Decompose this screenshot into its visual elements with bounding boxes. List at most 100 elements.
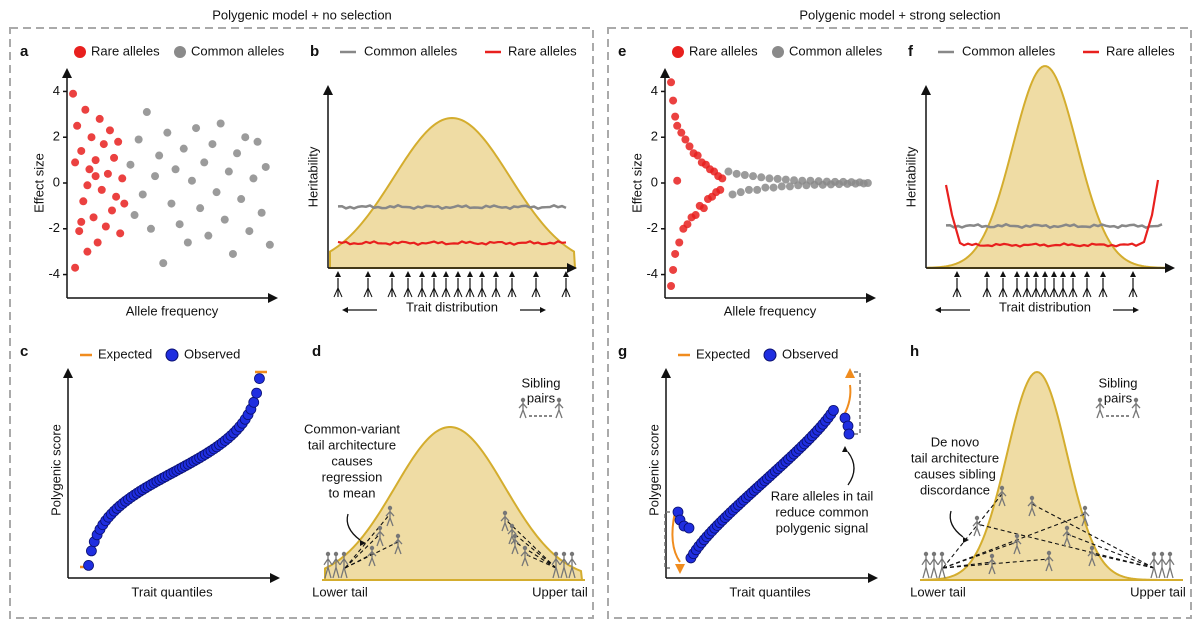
person-leg bbox=[491, 287, 497, 298]
person bbox=[997, 490, 1007, 507]
annotation: tail architecture bbox=[308, 437, 396, 452]
common-allele-point bbox=[151, 172, 160, 181]
rare-allele-point bbox=[71, 158, 80, 167]
person bbox=[972, 520, 982, 537]
rare-allele-point bbox=[101, 222, 110, 231]
legend-swatch bbox=[763, 348, 777, 362]
rare-allele-point bbox=[103, 169, 112, 178]
person bbox=[375, 530, 385, 547]
legend-swatch bbox=[174, 46, 186, 58]
arrowhead bbox=[405, 271, 411, 277]
y-tick-label: -2 bbox=[48, 220, 60, 235]
arrowhead bbox=[842, 446, 848, 452]
person bbox=[1165, 556, 1175, 579]
common-allele-point bbox=[744, 185, 753, 194]
arrowhead bbox=[935, 307, 941, 313]
person-head bbox=[512, 533, 518, 539]
person-leg bbox=[403, 287, 409, 298]
arrowhead bbox=[1000, 271, 1006, 277]
annotation: polygenic signal bbox=[776, 520, 869, 535]
common-allele-point bbox=[208, 140, 217, 149]
person bbox=[500, 515, 510, 532]
person bbox=[567, 556, 577, 579]
x-axis-title: Trait quantiles bbox=[729, 584, 811, 599]
person-head bbox=[999, 485, 1005, 491]
common-allele-point bbox=[781, 175, 790, 184]
common-allele-point bbox=[253, 137, 262, 146]
rare-allele-point bbox=[75, 227, 84, 236]
y-axis-title: Effect size bbox=[629, 153, 644, 213]
sibling-link bbox=[1031, 503, 1155, 569]
common-heritability bbox=[945, 222, 1163, 230]
arrowhead bbox=[365, 271, 371, 277]
common-allele-point bbox=[777, 182, 786, 191]
common-allele-point bbox=[146, 224, 155, 233]
person bbox=[339, 556, 349, 579]
rare-allele-point bbox=[699, 204, 708, 213]
person-leg bbox=[1031, 287, 1037, 298]
common-allele-point bbox=[159, 259, 168, 268]
tail-label: Upper tail bbox=[1130, 584, 1186, 599]
common-allele-point bbox=[736, 188, 745, 197]
person-head bbox=[1133, 397, 1139, 403]
person-leg bbox=[1072, 287, 1078, 298]
arrowhead bbox=[1051, 271, 1057, 277]
common-allele-point bbox=[249, 174, 258, 183]
person bbox=[393, 538, 403, 555]
person bbox=[367, 550, 377, 567]
legend-label: Rare alleles bbox=[689, 43, 758, 58]
person-leg bbox=[1062, 287, 1068, 298]
person bbox=[559, 556, 569, 579]
arrowhead bbox=[1130, 271, 1136, 277]
person-leg bbox=[1026, 287, 1032, 298]
rare-allele-point bbox=[718, 174, 727, 183]
y-tick-label: -2 bbox=[646, 220, 658, 235]
common-allele-point bbox=[732, 169, 741, 178]
panel-label: d bbox=[312, 343, 321, 360]
person-leg bbox=[421, 287, 427, 298]
person-head bbox=[939, 551, 945, 557]
arrowhead bbox=[1165, 263, 1175, 273]
arrowhead bbox=[479, 271, 485, 277]
person-head bbox=[561, 551, 567, 557]
person-leg bbox=[465, 287, 471, 298]
rare-allele-point bbox=[120, 199, 129, 208]
rare-allele-point bbox=[77, 146, 86, 155]
legend-label: Rare alleles bbox=[508, 43, 577, 58]
panel-label: b bbox=[310, 43, 319, 60]
arrowhead bbox=[63, 368, 73, 378]
person-leg bbox=[1132, 287, 1138, 298]
sibling-link bbox=[524, 553, 557, 569]
section-title: Polygenic model + strong selection bbox=[799, 7, 1000, 22]
common-allele-point bbox=[204, 231, 213, 240]
common-allele-point bbox=[142, 108, 151, 117]
arrowhead bbox=[1133, 307, 1139, 313]
arrowhead bbox=[389, 271, 395, 277]
rare-allele-point bbox=[716, 185, 725, 194]
person-head bbox=[1159, 551, 1165, 557]
arrowhead bbox=[1042, 271, 1048, 277]
common-allele-point bbox=[740, 170, 749, 179]
person bbox=[1157, 556, 1167, 579]
person-head bbox=[1046, 550, 1052, 556]
arrowhead bbox=[868, 573, 878, 583]
common-allele-point bbox=[163, 128, 172, 137]
person bbox=[518, 402, 528, 419]
legend-label: Expected bbox=[98, 346, 152, 361]
person-leg bbox=[986, 287, 992, 298]
person bbox=[1149, 556, 1159, 579]
common-allele-point bbox=[773, 174, 782, 183]
arrowhead bbox=[661, 368, 671, 378]
panel-label: c bbox=[20, 343, 28, 360]
gap-bracket bbox=[664, 511, 670, 569]
arrowhead bbox=[335, 271, 341, 277]
person-leg bbox=[1102, 287, 1108, 298]
rare-allele-point bbox=[97, 185, 106, 194]
common-allele-point bbox=[785, 182, 794, 191]
person-head bbox=[923, 551, 929, 557]
person-leg bbox=[1040, 287, 1046, 298]
panel-label: f bbox=[908, 43, 914, 60]
person-leg bbox=[495, 287, 501, 298]
arrowhead bbox=[567, 263, 577, 273]
common-allele-point bbox=[179, 144, 188, 153]
